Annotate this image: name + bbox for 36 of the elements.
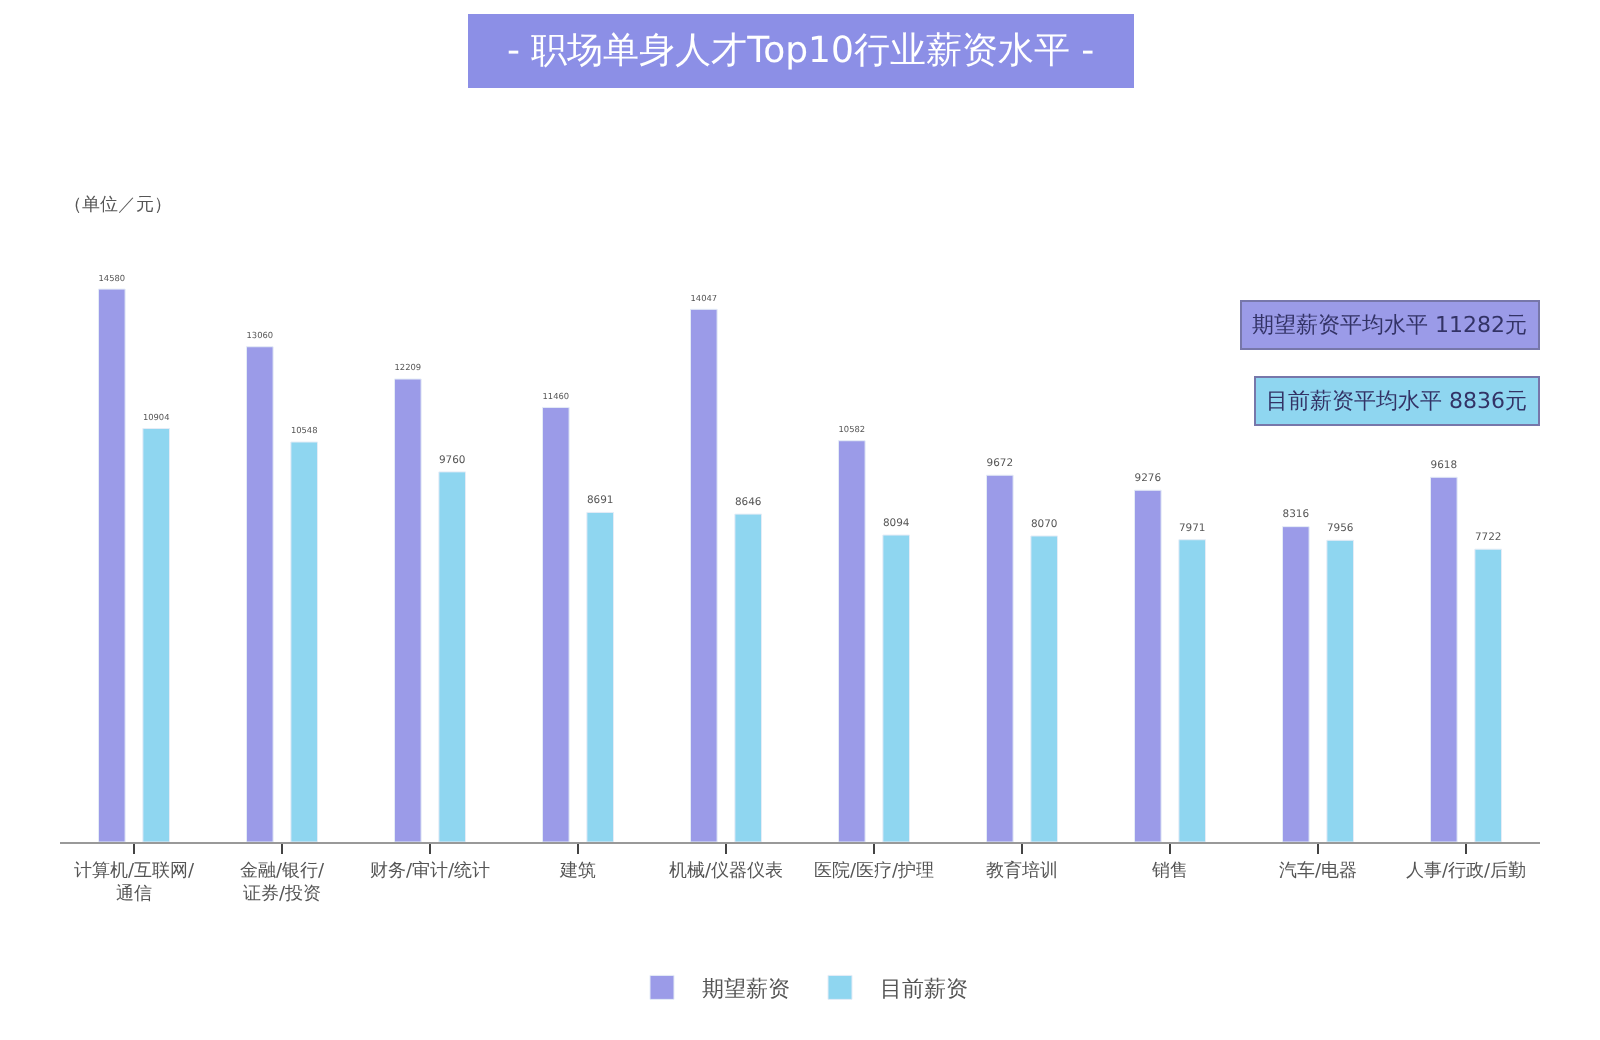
bar: [393, 378, 422, 842]
x-tick-label: 销售: [1150, 859, 1188, 882]
bar: [586, 511, 615, 842]
bar: [1429, 476, 1458, 842]
x-tick-label: 计算机/互联网/通信: [73, 859, 196, 905]
bar: [985, 474, 1014, 842]
legend-label: 期望薪资: [702, 975, 790, 1002]
bar: [689, 308, 718, 842]
bar: [541, 406, 570, 842]
legend-label: 目前薪资: [880, 975, 968, 1002]
x-tick-label: 建筑: [558, 859, 596, 882]
x-tick-label: 财务/审计/统计: [369, 859, 491, 882]
annotation: 期望薪资平均水平 11282元: [1252, 312, 1527, 338]
annotation: 目前薪资平均水平 8836元: [1266, 388, 1527, 414]
bar: [1133, 489, 1162, 842]
chart-title: - 职场单身人才Top10行业薪资水平 -: [484, 30, 1118, 72]
x-tick-label: 教育培训: [986, 859, 1058, 882]
bar: [245, 346, 274, 842]
x-tick-label: 医院/医疗/护理: [813, 859, 935, 882]
bar: [1326, 539, 1355, 842]
text: （单位／元）: [64, 194, 172, 216]
bar: [1030, 535, 1059, 842]
bar: [290, 441, 319, 842]
bar: [1474, 548, 1503, 842]
x-tick-label: 金融/银行/证券/投资: [239, 859, 326, 905]
bar: [97, 288, 126, 842]
bar: [1178, 539, 1207, 842]
bar: [1281, 526, 1310, 842]
bar: [438, 471, 467, 842]
bar: [837, 440, 866, 842]
bar: [882, 534, 911, 842]
x-tick-label: 人事/行政/后勤: [1405, 859, 1527, 882]
x-tick-label: 汽车/电器: [1278, 859, 1358, 882]
bar: [142, 428, 171, 842]
x-tick-label: 机械/仪器仪表: [668, 859, 784, 882]
bar: [734, 513, 763, 842]
